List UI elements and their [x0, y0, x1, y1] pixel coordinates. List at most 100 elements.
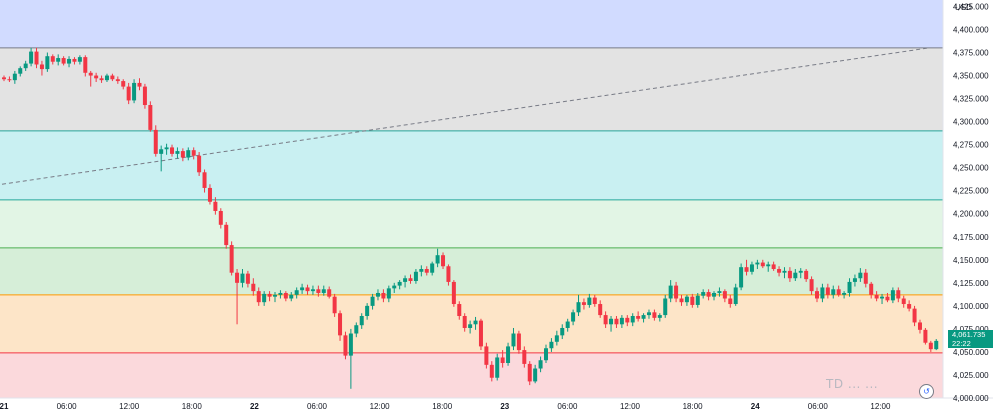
time-tick-label: 21	[0, 402, 9, 411]
price-tick-label: 4,200.000	[953, 210, 989, 219]
candle-body	[397, 281, 402, 286]
candle-body	[657, 315, 662, 318]
candle-body	[869, 283, 874, 295]
candle-body	[706, 292, 711, 297]
candle-body	[592, 297, 597, 305]
candle-body	[684, 296, 689, 303]
candle-body	[256, 291, 261, 303]
candles	[2, 47, 939, 389]
candle-body	[722, 291, 727, 299]
candle-body	[316, 289, 321, 293]
candle-body	[679, 298, 684, 303]
time-tick-label: 18:00	[683, 402, 704, 411]
fib-zone	[0, 130, 943, 200]
candle-body	[457, 304, 462, 317]
fib-zone	[0, 352, 943, 398]
candle-body	[544, 348, 548, 361]
candle-body	[446, 266, 451, 282]
candle-body	[495, 357, 500, 378]
candle-body	[511, 333, 516, 347]
candle-body	[858, 272, 863, 279]
candle-body	[2, 77, 6, 80]
candle-body	[202, 172, 207, 188]
candle-body	[500, 357, 505, 363]
candle-body	[94, 75, 99, 79]
candle-body	[695, 295, 700, 305]
candle-body	[701, 292, 706, 296]
candle-body	[224, 224, 229, 246]
fib-zone	[0, 294, 943, 353]
candle-body	[538, 360, 543, 369]
candle-body	[576, 302, 581, 313]
candle-body	[180, 151, 185, 158]
candle-body	[338, 313, 343, 336]
candle-body	[842, 292, 847, 295]
candle-body	[907, 304, 912, 309]
candle-body	[88, 72, 93, 76]
candle-body	[327, 289, 332, 297]
candle-body	[213, 201, 218, 211]
candle-body	[755, 262, 760, 265]
time-tick-label: 06:00	[557, 402, 578, 411]
candle-body	[29, 51, 34, 64]
candle-body	[749, 264, 754, 272]
candle-body	[104, 75, 109, 81]
candle-body	[484, 346, 489, 365]
candle-body	[191, 150, 196, 156]
candle-body	[197, 155, 202, 173]
candle-body	[527, 363, 532, 382]
time-tick-label: 06:00	[808, 402, 829, 411]
candle-body	[441, 255, 446, 267]
candle-body	[836, 289, 841, 295]
candle-body	[273, 294, 277, 297]
candle-body	[917, 322, 922, 330]
candle-body	[430, 263, 435, 273]
time-tick-label: 23	[500, 402, 509, 411]
candle-body	[419, 269, 424, 272]
candle-body	[305, 287, 310, 292]
candle-body	[278, 292, 283, 295]
candle-body	[619, 317, 624, 325]
price-tick-label: 4,050.000	[953, 348, 989, 357]
candle-body	[121, 81, 126, 87]
candle-body	[852, 278, 857, 282]
candle-body	[717, 291, 722, 293]
candle-body	[728, 298, 733, 305]
candle-body	[885, 296, 890, 301]
candle-body	[614, 318, 619, 325]
candle-body	[766, 264, 771, 267]
price-tick-label: 4,225.000	[953, 187, 989, 196]
candle-body	[793, 272, 798, 279]
candle-body	[744, 267, 749, 272]
candle-body	[424, 269, 429, 273]
watermark: TD ... ...	[826, 377, 879, 391]
time-tick-label: 06:00	[57, 402, 78, 411]
candle-body	[392, 285, 397, 289]
candle-body	[148, 105, 153, 130]
time-tick-label: 12:00	[620, 402, 641, 411]
time-tick-label: 12:00	[119, 402, 140, 411]
candle-body	[896, 290, 901, 299]
candle-body	[787, 270, 792, 279]
candle-body	[863, 272, 868, 284]
candle-body	[229, 245, 234, 273]
candle-body	[928, 342, 933, 350]
candle-body	[554, 335, 559, 342]
candle-body	[571, 312, 576, 322]
candle-body	[825, 287, 830, 295]
candle-body	[522, 350, 527, 364]
candle-body	[77, 57, 82, 62]
price-axis: 4,425.000 4,400.000 4,375.000 4,350.000 4,32…	[953, 2, 989, 403]
candle-body	[890, 290, 895, 301]
candle-body	[34, 51, 39, 65]
reset-chart-button[interactable]: ↺	[919, 384, 934, 399]
candle-body	[240, 273, 245, 283]
candle-body	[712, 292, 717, 297]
price-tick-label: 4,100.000	[953, 302, 989, 311]
candle-body	[668, 285, 673, 299]
candle-body	[674, 285, 679, 299]
candle-body	[847, 281, 852, 293]
candle-body	[283, 292, 288, 299]
candle-body	[354, 325, 359, 334]
